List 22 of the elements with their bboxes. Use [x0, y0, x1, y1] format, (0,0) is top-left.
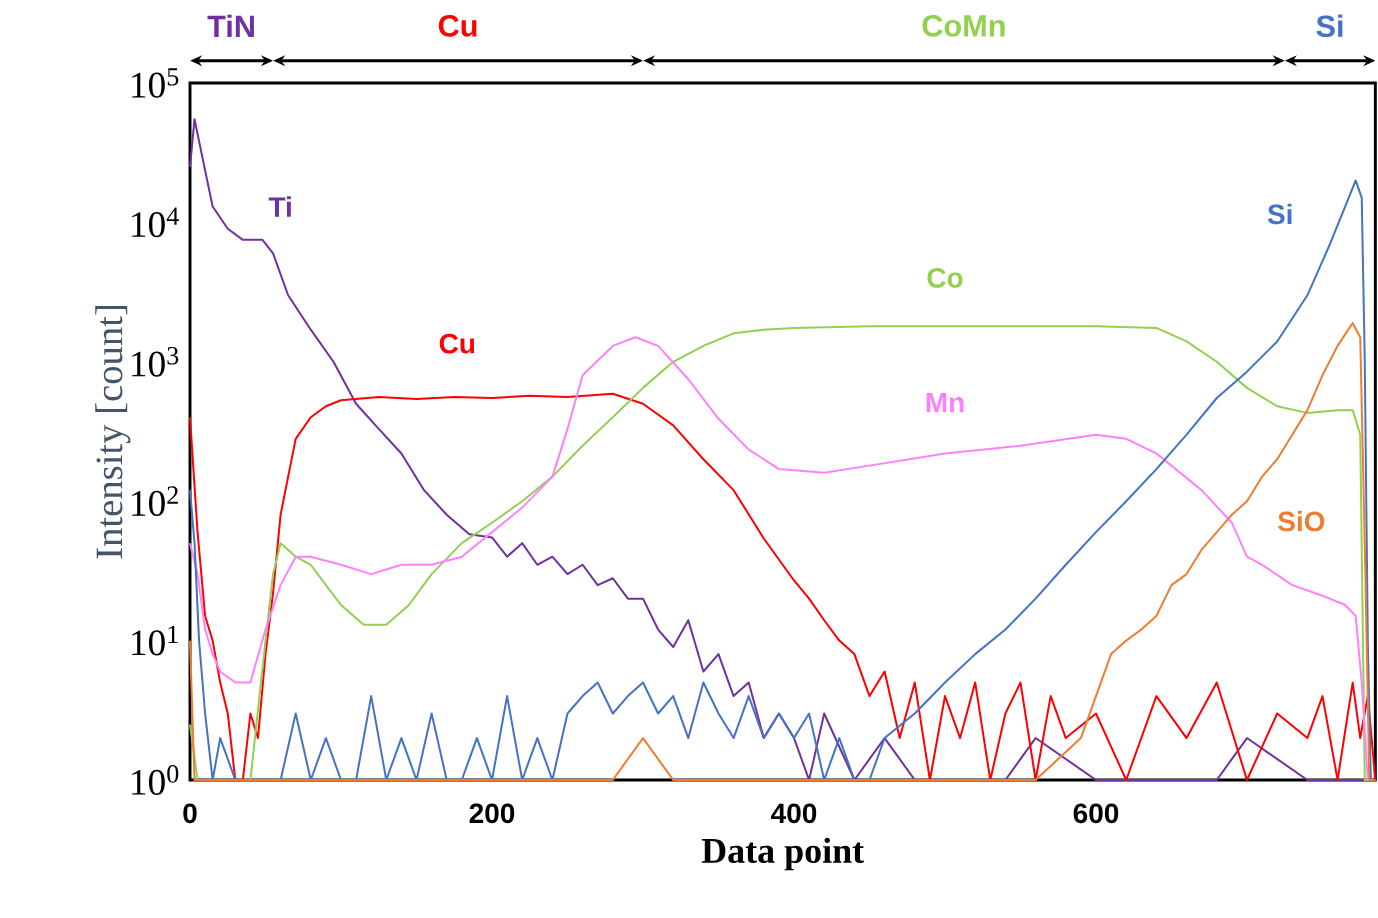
x-tick-label: 400	[771, 803, 817, 824]
y-tick-label: 10$^{1}$	[132, 625, 178, 656]
text: CoMn	[922, 14, 1005, 37]
series-label: Si	[1267, 203, 1292, 225]
y-tick-label: 10$^{5}$	[132, 68, 179, 98]
x-tick-label: 600	[1073, 803, 1119, 824]
series-label: Mn	[926, 392, 964, 413]
text: Cu	[438, 14, 477, 37]
text: Si	[1316, 14, 1343, 38]
y-tick-label: 10$^{0}$	[132, 765, 179, 795]
y-tick-label: 10$^{4}$	[132, 207, 179, 238]
series-label: Ti	[268, 196, 291, 217]
y-tick-label: 10$^{2}$	[132, 486, 178, 517]
y-axis-title: Intensity [count]	[95, 306, 131, 559]
x-tick-label: 0	[183, 803, 197, 824]
y-tick-label: 10$^{3}$	[132, 346, 179, 377]
x-axis-title: Data point	[701, 837, 865, 871]
text: TiN	[207, 14, 254, 37]
series-label: Cu	[439, 333, 475, 354]
series-label: SiO	[1278, 510, 1325, 532]
series-label: Co	[927, 267, 963, 288]
x-tick-label: 200	[469, 803, 515, 824]
